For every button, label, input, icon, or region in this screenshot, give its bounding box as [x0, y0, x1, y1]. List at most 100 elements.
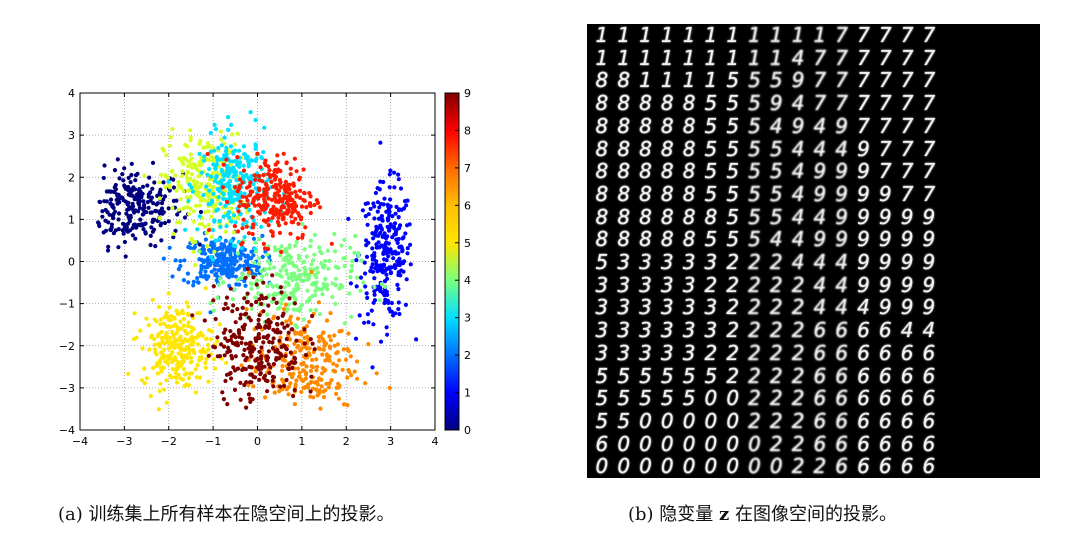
scatter-point-3	[232, 190, 237, 195]
scatter-point-1	[392, 221, 398, 226]
scatter-point-1	[385, 298, 390, 303]
scatter-point-4	[279, 244, 284, 249]
scatter-point-8	[291, 181, 296, 186]
digit-cell: 2	[748, 250, 761, 274]
scatter-point-0	[103, 218, 108, 223]
scatter-point-5	[177, 156, 182, 161]
scatter-point-8	[283, 221, 288, 226]
scatter-point-4	[313, 293, 318, 298]
scatter-point-8	[256, 196, 261, 201]
scatter-point-6	[195, 363, 200, 368]
scatter-point-4	[265, 312, 270, 317]
scatter-point-6	[159, 335, 164, 341]
digit-cell: 2	[769, 272, 783, 297]
scatter-point-8	[253, 177, 258, 182]
scatter-point-9	[215, 335, 220, 340]
scatter-point-0	[141, 199, 146, 204]
digit-cell: 2	[769, 431, 783, 456]
scatter-point-0	[157, 191, 162, 196]
scatter-point-9	[221, 330, 226, 335]
scatter-point-5	[164, 153, 169, 158]
digit-cell: 8	[660, 91, 674, 116]
scatter-point-8	[263, 190, 268, 195]
scatter-point-2	[223, 238, 228, 243]
scatter-point-9	[257, 377, 262, 382]
scatter-point-8	[246, 231, 251, 236]
scatter-point-1	[389, 265, 394, 270]
scatter-point-1	[392, 170, 397, 175]
scatter-point-7	[239, 363, 244, 368]
scatter-point-9	[284, 347, 289, 352]
scatter-point-3	[224, 224, 229, 229]
scatter-point-0	[120, 172, 125, 177]
digit-cell: 5	[748, 136, 761, 161]
digit-cell: 2	[748, 340, 761, 365]
digit-cell: 5	[682, 386, 696, 411]
scatter-point-6	[171, 357, 176, 362]
scatter-point-5	[167, 185, 173, 190]
scatter-point-9	[230, 356, 235, 361]
scatter-point-1	[391, 313, 396, 318]
digit-cell: 8	[639, 136, 652, 161]
scatter-point-4	[352, 250, 357, 255]
scatter-point-3	[219, 181, 224, 186]
scatter-point-3	[202, 158, 207, 163]
scatter-point-7	[278, 335, 283, 340]
digit-cell: 5	[769, 159, 783, 184]
scatter-point-6	[185, 324, 191, 329]
digit-cell: 6	[922, 386, 936, 411]
scatter-point-9	[222, 353, 227, 358]
scatter-point-9	[290, 327, 295, 332]
scatter-point-7	[340, 367, 345, 372]
digit-cell: 6	[900, 363, 914, 388]
scatter-point-1	[396, 177, 401, 182]
scatter-point-8	[292, 206, 297, 211]
scatter-point-1	[389, 309, 394, 314]
scatter-point-6	[180, 377, 186, 382]
scatter-point-8	[244, 224, 249, 229]
scatter-point-7	[309, 364, 314, 369]
scatter-point-9	[249, 302, 254, 307]
scatter-point-2	[238, 256, 243, 261]
scatter-point-5	[179, 185, 184, 190]
scatter-point-1	[396, 208, 401, 213]
scatter-point-5	[189, 172, 194, 177]
scatter-point-9	[190, 313, 195, 318]
scatter-point-0	[148, 242, 153, 248]
scatter-point-2	[212, 267, 217, 272]
digit-cell: 4	[791, 204, 805, 229]
scatter-point-9	[310, 341, 315, 346]
scatter-point-3	[210, 257, 215, 262]
digit-cell: 6	[835, 408, 849, 433]
scatter-point-6	[131, 337, 137, 342]
scatter-point-8	[301, 167, 306, 172]
colorbar-tick-label: 4	[464, 274, 471, 287]
scatter-point-0	[159, 221, 164, 226]
scatter-point-6	[193, 367, 198, 372]
digit-cell: 6	[813, 408, 827, 433]
scatter-point-9	[261, 335, 266, 340]
digit-cell: 3	[660, 272, 674, 297]
scatter-point-8	[270, 233, 275, 238]
scatter-point-6	[173, 375, 178, 380]
scatter-point-1	[405, 223, 410, 228]
scatter-point-7	[322, 344, 327, 349]
colorbar-tick-label: 2	[464, 349, 471, 362]
scatter-point-7	[321, 389, 326, 394]
scatter-point-9	[257, 312, 262, 318]
scatter-point-2	[256, 265, 261, 270]
scatter-point-7	[345, 403, 350, 408]
digit-cell: 9	[878, 181, 892, 206]
scatter-point-2	[216, 246, 222, 251]
scatter-point-9	[220, 390, 225, 395]
scatter-point-3	[201, 192, 206, 198]
digit-cell: 7	[922, 136, 936, 161]
scatter-point-7	[314, 368, 319, 373]
digit-cell: 6	[813, 340, 827, 365]
digit-cell: 9	[857, 181, 870, 206]
digit-cell: 0	[726, 386, 740, 411]
scatter-point-5	[229, 206, 234, 211]
digit-cell: 5	[726, 136, 740, 161]
scatter-point-8	[251, 198, 256, 203]
